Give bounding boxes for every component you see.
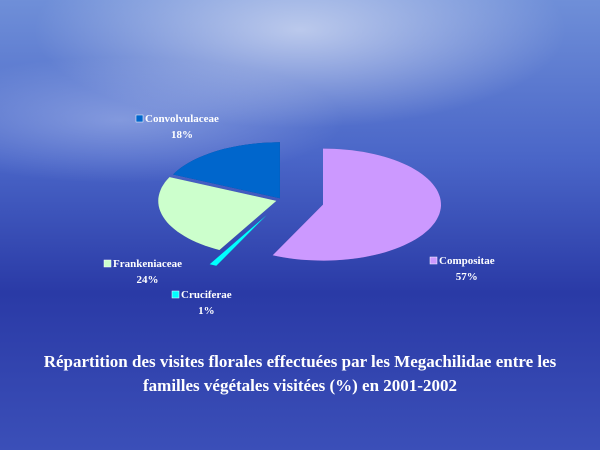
legend-swatch [103, 259, 112, 268]
slice [173, 142, 280, 199]
slice-value-label: 1% [198, 305, 215, 317]
slice [209, 215, 267, 266]
slice-label: Cruciferae [181, 289, 232, 301]
slice-value-label: 18% [171, 129, 193, 141]
slice-label: Compositae [439, 255, 495, 267]
legend-swatch [135, 114, 144, 123]
slice-value-label: 24% [137, 274, 159, 286]
slice-value-label: 57% [456, 271, 478, 283]
slice-label: Frankeniaceae [113, 258, 182, 270]
legend-swatch [429, 256, 438, 265]
slice-label: Convolvulaceae [145, 113, 219, 125]
legend-swatch [171, 290, 180, 299]
slice [158, 177, 277, 250]
slice [272, 148, 441, 261]
chart-title: Répartition des visites florales effectu… [43, 352, 557, 395]
